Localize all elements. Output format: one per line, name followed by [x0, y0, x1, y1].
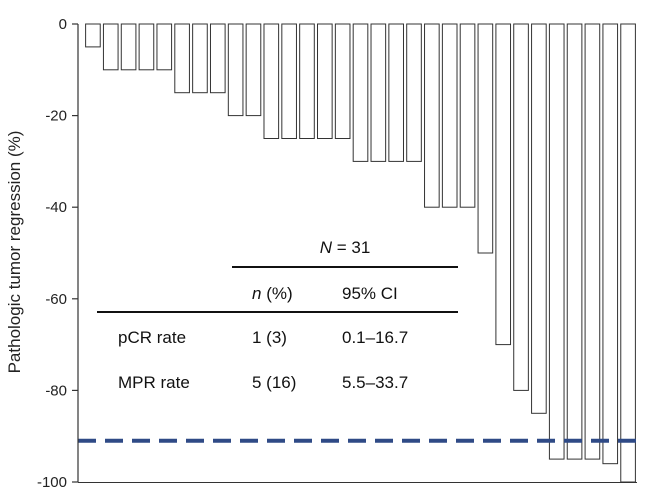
bar	[513, 23, 529, 391]
bar	[566, 23, 583, 460]
bar	[477, 23, 494, 254]
table-row-pcr-n: 1 (3)	[252, 328, 287, 347]
bar	[441, 23, 458, 208]
n-value: = 31	[332, 238, 370, 257]
bar	[388, 23, 404, 162]
bar	[156, 23, 173, 71]
table-col-n-header: n (%)	[252, 284, 293, 303]
bar	[406, 23, 422, 162]
bar	[317, 23, 333, 139]
y-tick-label: 0	[59, 16, 67, 33]
bar	[531, 23, 547, 414]
bar	[245, 23, 262, 117]
y-tick-label: -40	[45, 199, 67, 216]
bar	[459, 23, 476, 208]
bar	[263, 23, 280, 139]
bar	[120, 23, 137, 71]
bar	[174, 23, 190, 94]
y-tick-label: -60	[45, 291, 67, 308]
y-axis: 0 -20 -40 -60 -80 -100	[37, 16, 637, 491]
bars-group	[85, 23, 636, 483]
table-row-mpr-n: 5 (16)	[252, 373, 296, 392]
n-italic: n	[252, 284, 261, 303]
bar	[334, 23, 351, 139]
bar	[281, 23, 297, 139]
bar	[548, 23, 565, 460]
table-header-n: N = 31	[320, 238, 371, 257]
bar	[192, 23, 208, 94]
y-tick-label: -80	[45, 382, 67, 399]
y-tick-label: -100	[37, 474, 67, 491]
bar	[299, 23, 315, 139]
n-rest: (%)	[261, 284, 292, 303]
bar	[138, 23, 155, 71]
y-axis-label: Pathologic tumor regression (%)	[5, 131, 24, 374]
bar	[602, 23, 619, 465]
bar	[102, 23, 119, 71]
bar	[209, 23, 226, 94]
table-row-mpr-ci: 5.5–33.7	[342, 373, 408, 392]
bar	[352, 23, 369, 162]
bar	[227, 23, 244, 117]
table-row-pcr-ci: 0.1–16.7	[342, 328, 408, 347]
table-row-mpr-label: MPR rate	[118, 373, 190, 392]
inset-table: N = 31 n (%) 95% CI pCR rate 1 (3) 0.1–1…	[97, 238, 458, 392]
bar	[584, 23, 601, 460]
bar	[495, 23, 512, 346]
bar	[424, 23, 440, 208]
bar	[620, 23, 636, 483]
bar	[370, 23, 387, 162]
table-col-ci-header: 95% CI	[342, 284, 398, 303]
n-symbol: N	[320, 238, 333, 257]
bar	[85, 23, 101, 48]
y-tick-label: -20	[45, 108, 67, 125]
table-row-pcr-label: pCR rate	[118, 328, 186, 347]
